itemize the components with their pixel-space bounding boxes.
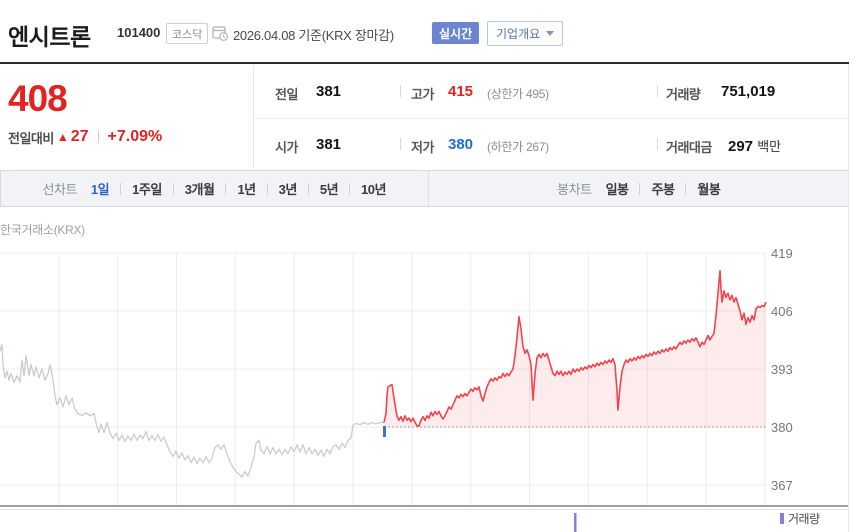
tab-candle-weekly[interactable]: 주봉 <box>651 182 675 197</box>
y-tick-label: 367 <box>771 478 793 493</box>
volume-bar-icon <box>780 513 784 524</box>
chart-period-tabbar: 선차트 1일 1주일 3개월 1년 3년 5년 10년 봉차트 일봉 주봉 월봉 <box>0 170 849 207</box>
y-tick-label: 380 <box>771 420 793 435</box>
high-value: 415 <box>448 83 474 100</box>
tab-line-10year[interactable]: 10년 <box>361 182 386 197</box>
tab-line-1week[interactable]: 1주일 <box>132 182 162 197</box>
low-label: 저가 <box>411 140 434 155</box>
current-price: 408 <box>8 78 68 119</box>
volume-label: 거래량 <box>666 87 701 102</box>
realtime-badge[interactable]: 실시간 <box>432 22 480 44</box>
separator <box>400 85 401 97</box>
price-chart-area: 한국거래소(KRX) 419 406 393 380 367 거래량 <box>0 207 860 532</box>
line-chart-tab-group: 선차트 1일 1주일 3개월 1년 3년 5년 10년 <box>1 171 429 206</box>
candle-chart-group-label: 봉차트 <box>557 182 592 197</box>
separator <box>266 182 268 195</box>
volume-legend-label: 거래량 <box>788 512 820 526</box>
y-tick-label: 393 <box>771 362 793 377</box>
company-overview-label: 기업개요 <box>496 27 541 41</box>
open-value: 381 <box>316 136 342 153</box>
separator <box>657 138 658 150</box>
prev-close-label: 전일 <box>275 87 298 102</box>
calendar-clock-icon <box>212 25 228 41</box>
header: 엔시트론 101400 코스닥 2026.04.08 기준(KRX 장마감) 실… <box>0 0 860 62</box>
separator <box>349 182 351 195</box>
row-divider <box>253 118 848 119</box>
quote-date-status: 2026.04.08 기준(KRX 장마감) <box>233 28 394 43</box>
panel-right-border <box>848 64 849 532</box>
tab-line-5year[interactable]: 5년 <box>319 182 339 197</box>
change-label: 전일대비 <box>8 130 54 146</box>
separator <box>97 131 99 143</box>
separator <box>685 182 687 195</box>
trade-value-value: 297 백만 <box>728 138 782 155</box>
dropdown-arrow-icon <box>546 31 555 36</box>
separator <box>307 182 309 195</box>
volume-value: 751,019 <box>721 83 776 100</box>
data-source-label: 한국거래소(KRX) <box>0 223 85 237</box>
line-chart-group-label: 선차트 <box>42 182 78 197</box>
trade-value-label: 거래대금 <box>666 140 712 155</box>
upper-limit-note: (상한가 495) <box>487 87 549 101</box>
candle-chart-tab-group: 봉차트 일봉 주봉 월봉 <box>429 171 850 206</box>
header-divider <box>0 62 849 64</box>
tab-line-3year[interactable]: 3년 <box>278 182 298 197</box>
separator <box>120 182 122 195</box>
separator <box>657 85 658 97</box>
vertical-divider <box>253 65 254 170</box>
trade-value-unit: 백만 <box>757 139 782 154</box>
separator <box>225 182 227 195</box>
separator <box>172 182 174 195</box>
tab-line-1year[interactable]: 1년 <box>237 182 256 197</box>
price-change-row: 전일대비 ▲ 27 +7.09% <box>8 128 162 146</box>
tab-line-1day[interactable]: 1일 <box>90 182 110 197</box>
open-label: 시가 <box>275 140 298 155</box>
change-percent: +7.09% <box>107 128 163 145</box>
market-badge-kosdaq: 코스닥 <box>166 23 209 44</box>
tab-line-3month[interactable]: 3개월 <box>184 182 215 197</box>
stock-name: 엔시트론 <box>8 24 91 50</box>
separator <box>400 138 401 150</box>
y-tick-label: 419 <box>771 246 793 261</box>
up-triangle-icon: ▲ <box>56 130 69 144</box>
tab-candle-monthly[interactable]: 월봉 <box>697 182 721 197</box>
lower-limit-note: (하한가 267) <box>487 140 549 154</box>
high-label: 고가 <box>411 87 434 102</box>
volume-legend: 거래량 <box>780 510 820 527</box>
price-chart-svg <box>0 252 848 532</box>
change-value: 27 <box>70 128 89 145</box>
prev-close-value: 381 <box>316 83 342 100</box>
low-value: 380 <box>448 136 474 153</box>
separator <box>639 182 641 195</box>
tab-candle-daily[interactable]: 일봉 <box>605 182 629 197</box>
y-tick-label: 406 <box>771 304 793 319</box>
stock-code: 101400 <box>117 25 161 40</box>
company-overview-button[interactable]: 기업개요 <box>487 21 564 46</box>
price-summary-panel: 408 전일대비 ▲ 27 +7.09% 전일 381 고가 415 (상한가 … <box>0 64 849 170</box>
